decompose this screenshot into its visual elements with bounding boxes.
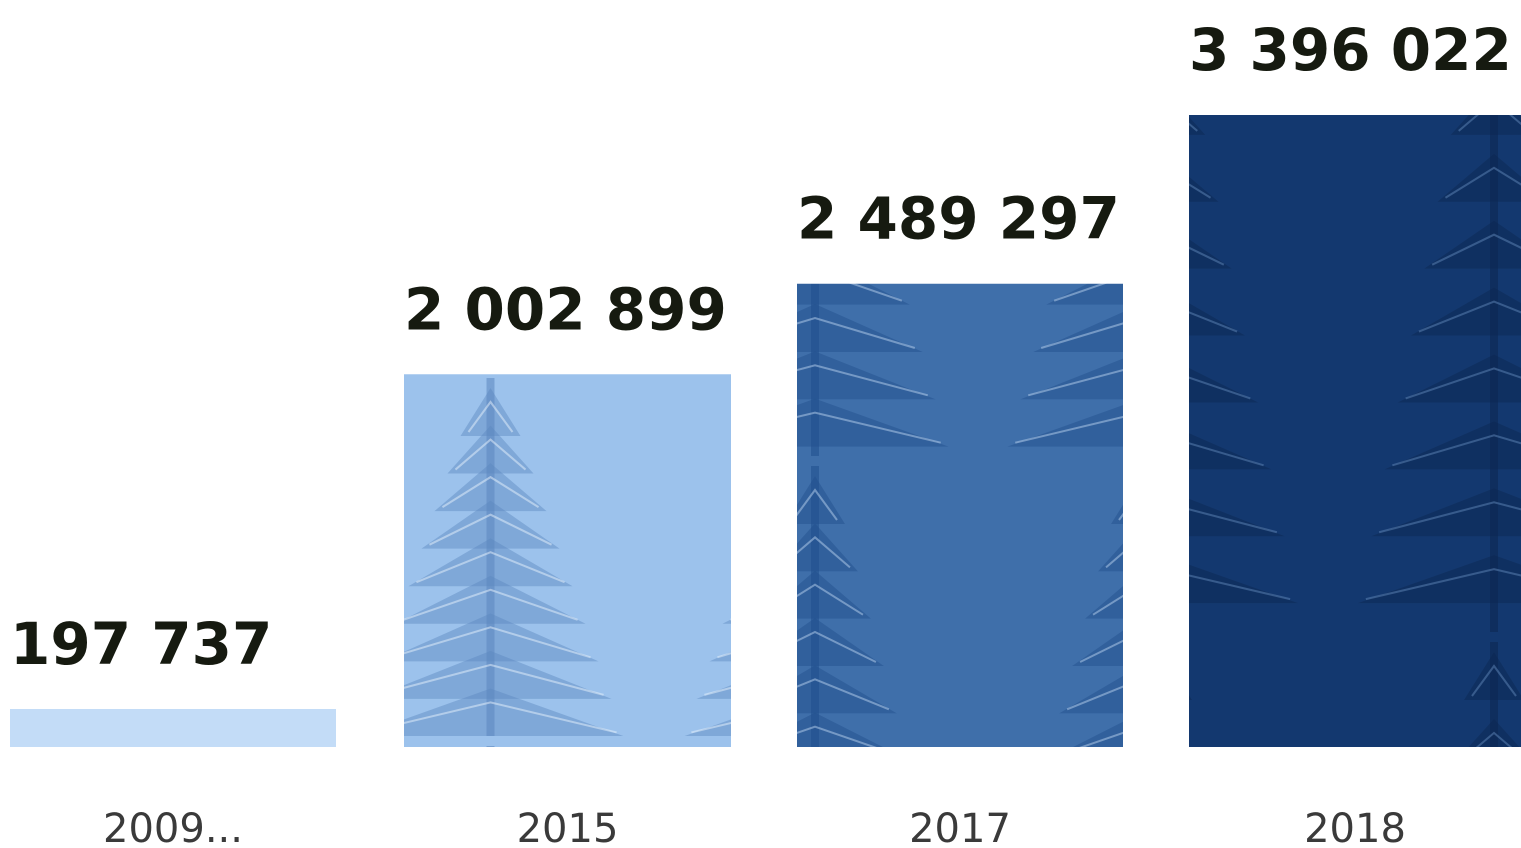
value-label: 2 489 297 [797, 185, 1120, 253]
bar-2017 [797, 283, 1123, 747]
bar-2009 [10, 709, 336, 747]
category-label: 2018 [1304, 806, 1406, 848]
value-label: 3 396 022 [1189, 16, 1512, 84]
bar-2015 [404, 374, 731, 747]
value-label: 197 737 [10, 610, 272, 678]
value-label: 2 002 899 [404, 275, 727, 343]
category-label: 2017 [909, 806, 1011, 848]
category-label: 2009... [103, 806, 243, 848]
bar-2018 [1189, 115, 1521, 747]
category-labels-group: 2009... 2015 2017 2018 [103, 806, 1406, 848]
bars-group [10, 115, 1521, 747]
value-labels-group: 197 737 2 002 899 2 489 297 3 396 022 [10, 16, 1512, 678]
category-label: 2015 [517, 806, 619, 848]
